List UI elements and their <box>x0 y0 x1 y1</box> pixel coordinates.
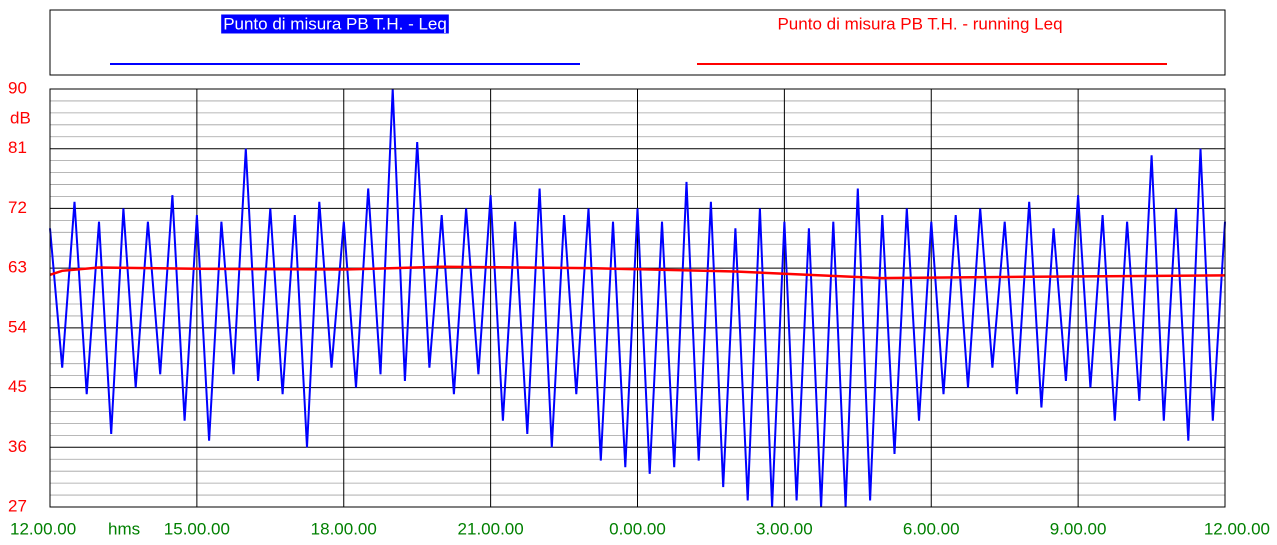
x-tick-label: 6.00.00 <box>903 519 960 538</box>
y-tick-label: 81 <box>8 138 27 157</box>
y-tick-label: 27 <box>8 496 27 515</box>
y-unit: dB <box>10 108 31 127</box>
marks <box>49 88 1226 508</box>
x-tick-label: 3.00.00 <box>756 519 813 538</box>
x-tick-label: 21.00.00 <box>458 519 524 538</box>
x-tick-label: 12.00.00 <box>10 519 76 538</box>
legend-highlight <box>221 14 449 34</box>
y-tick-label: 45 <box>8 377 27 396</box>
y-tick-label: 63 <box>8 258 27 277</box>
series-line <box>49 88 1226 508</box>
y-tick-label: 36 <box>8 437 27 456</box>
x-tick-label: 0.00.00 <box>609 519 666 538</box>
legend-label: Punto di misura PB T.H. - Leq <box>223 14 447 33</box>
legend-label: Punto di misura PB T.H. - running Leq <box>777 14 1062 33</box>
y-tick-label: 72 <box>8 198 27 217</box>
y-tick-label: 54 <box>8 317 27 336</box>
x-unit: hms <box>108 519 140 538</box>
series-line <box>49 265 1226 280</box>
plot-frame <box>49 88 1226 508</box>
x-tick-label: 15.00.00 <box>164 519 230 538</box>
x-tick-label: 9.00.00 <box>1050 519 1107 538</box>
y-tick-label: 90 <box>8 78 27 97</box>
x-tick-label: 18.00.00 <box>311 519 377 538</box>
x-tick-label: 12.00.00 <box>1204 519 1270 538</box>
